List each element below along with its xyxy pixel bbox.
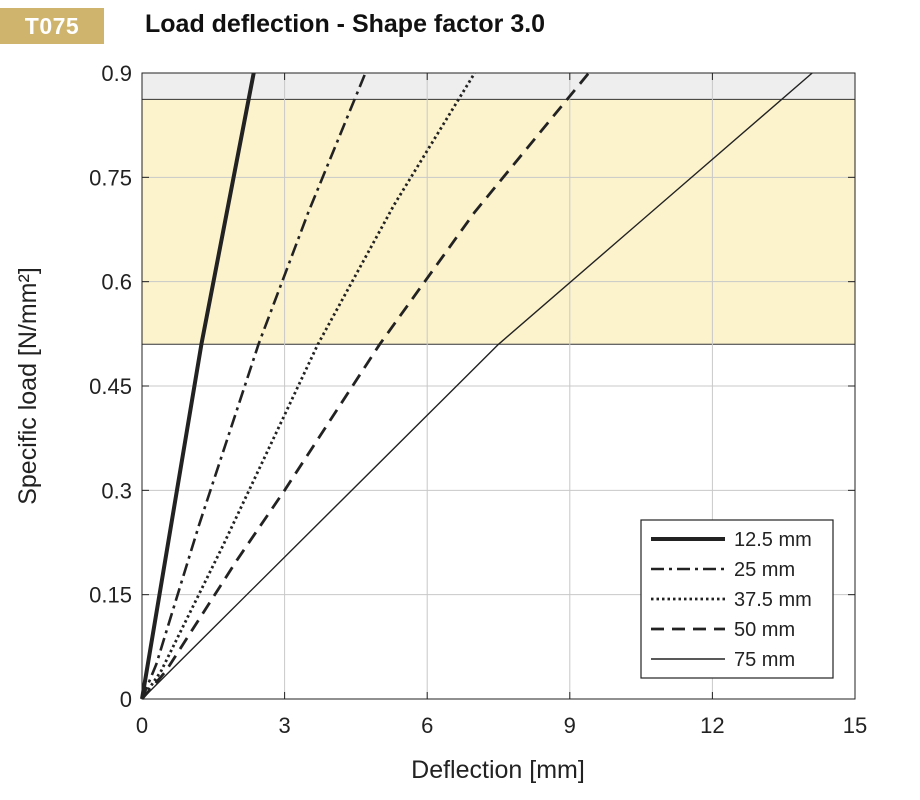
y-tick-label: 0.9 [101,61,132,86]
code-badge: T075 [0,8,104,44]
series-line-3 [140,72,590,700]
legend-label: 75 mm [734,649,795,671]
y-axis-label: Specific load [N/mm²] [14,267,42,505]
x-tick-label: 12 [700,713,724,738]
series-line-1 [140,72,367,700]
legend-label: 37.5 mm [734,589,812,611]
x-tick-label: 15 [843,713,867,738]
x-tick-label: 6 [421,713,433,738]
grid-lines [142,73,855,699]
series-line-2 [140,72,476,700]
series-line-0 [140,72,256,700]
axis-ticks: 0 3 6 9 12 15 0 0.15 0.3 0.45 0.6 0.75 0.9 [89,61,867,738]
x-tick-label: 9 [564,713,576,738]
y-tick-label: 0.6 [101,270,132,295]
load-bands [142,73,855,345]
series-lines [140,72,813,700]
y-tick-label: 0.45 [89,374,132,399]
x-tick-label: 0 [136,713,148,738]
y-tick-label: 0.3 [101,478,132,503]
x-tick-label: 3 [278,713,290,738]
legend: 12.5 mm 25 mm 37.5 mm 50 mm 75 mm [640,519,834,679]
chart-title: Load deflection - Shape factor 3.0 [145,10,546,38]
y-tick-label: 0.15 [89,583,132,608]
x-axis-label: Deflection [mm] [411,756,585,784]
legend-label: 50 mm [734,619,795,641]
legend-label: 12.5 mm [734,529,812,551]
series-line-4 [141,72,813,700]
band-0 [142,99,855,345]
y-tick-label: 0.75 [89,165,132,190]
band-1 [142,73,855,100]
y-tick-label: 0 [120,687,132,712]
legend-label: 25 mm [734,559,795,581]
